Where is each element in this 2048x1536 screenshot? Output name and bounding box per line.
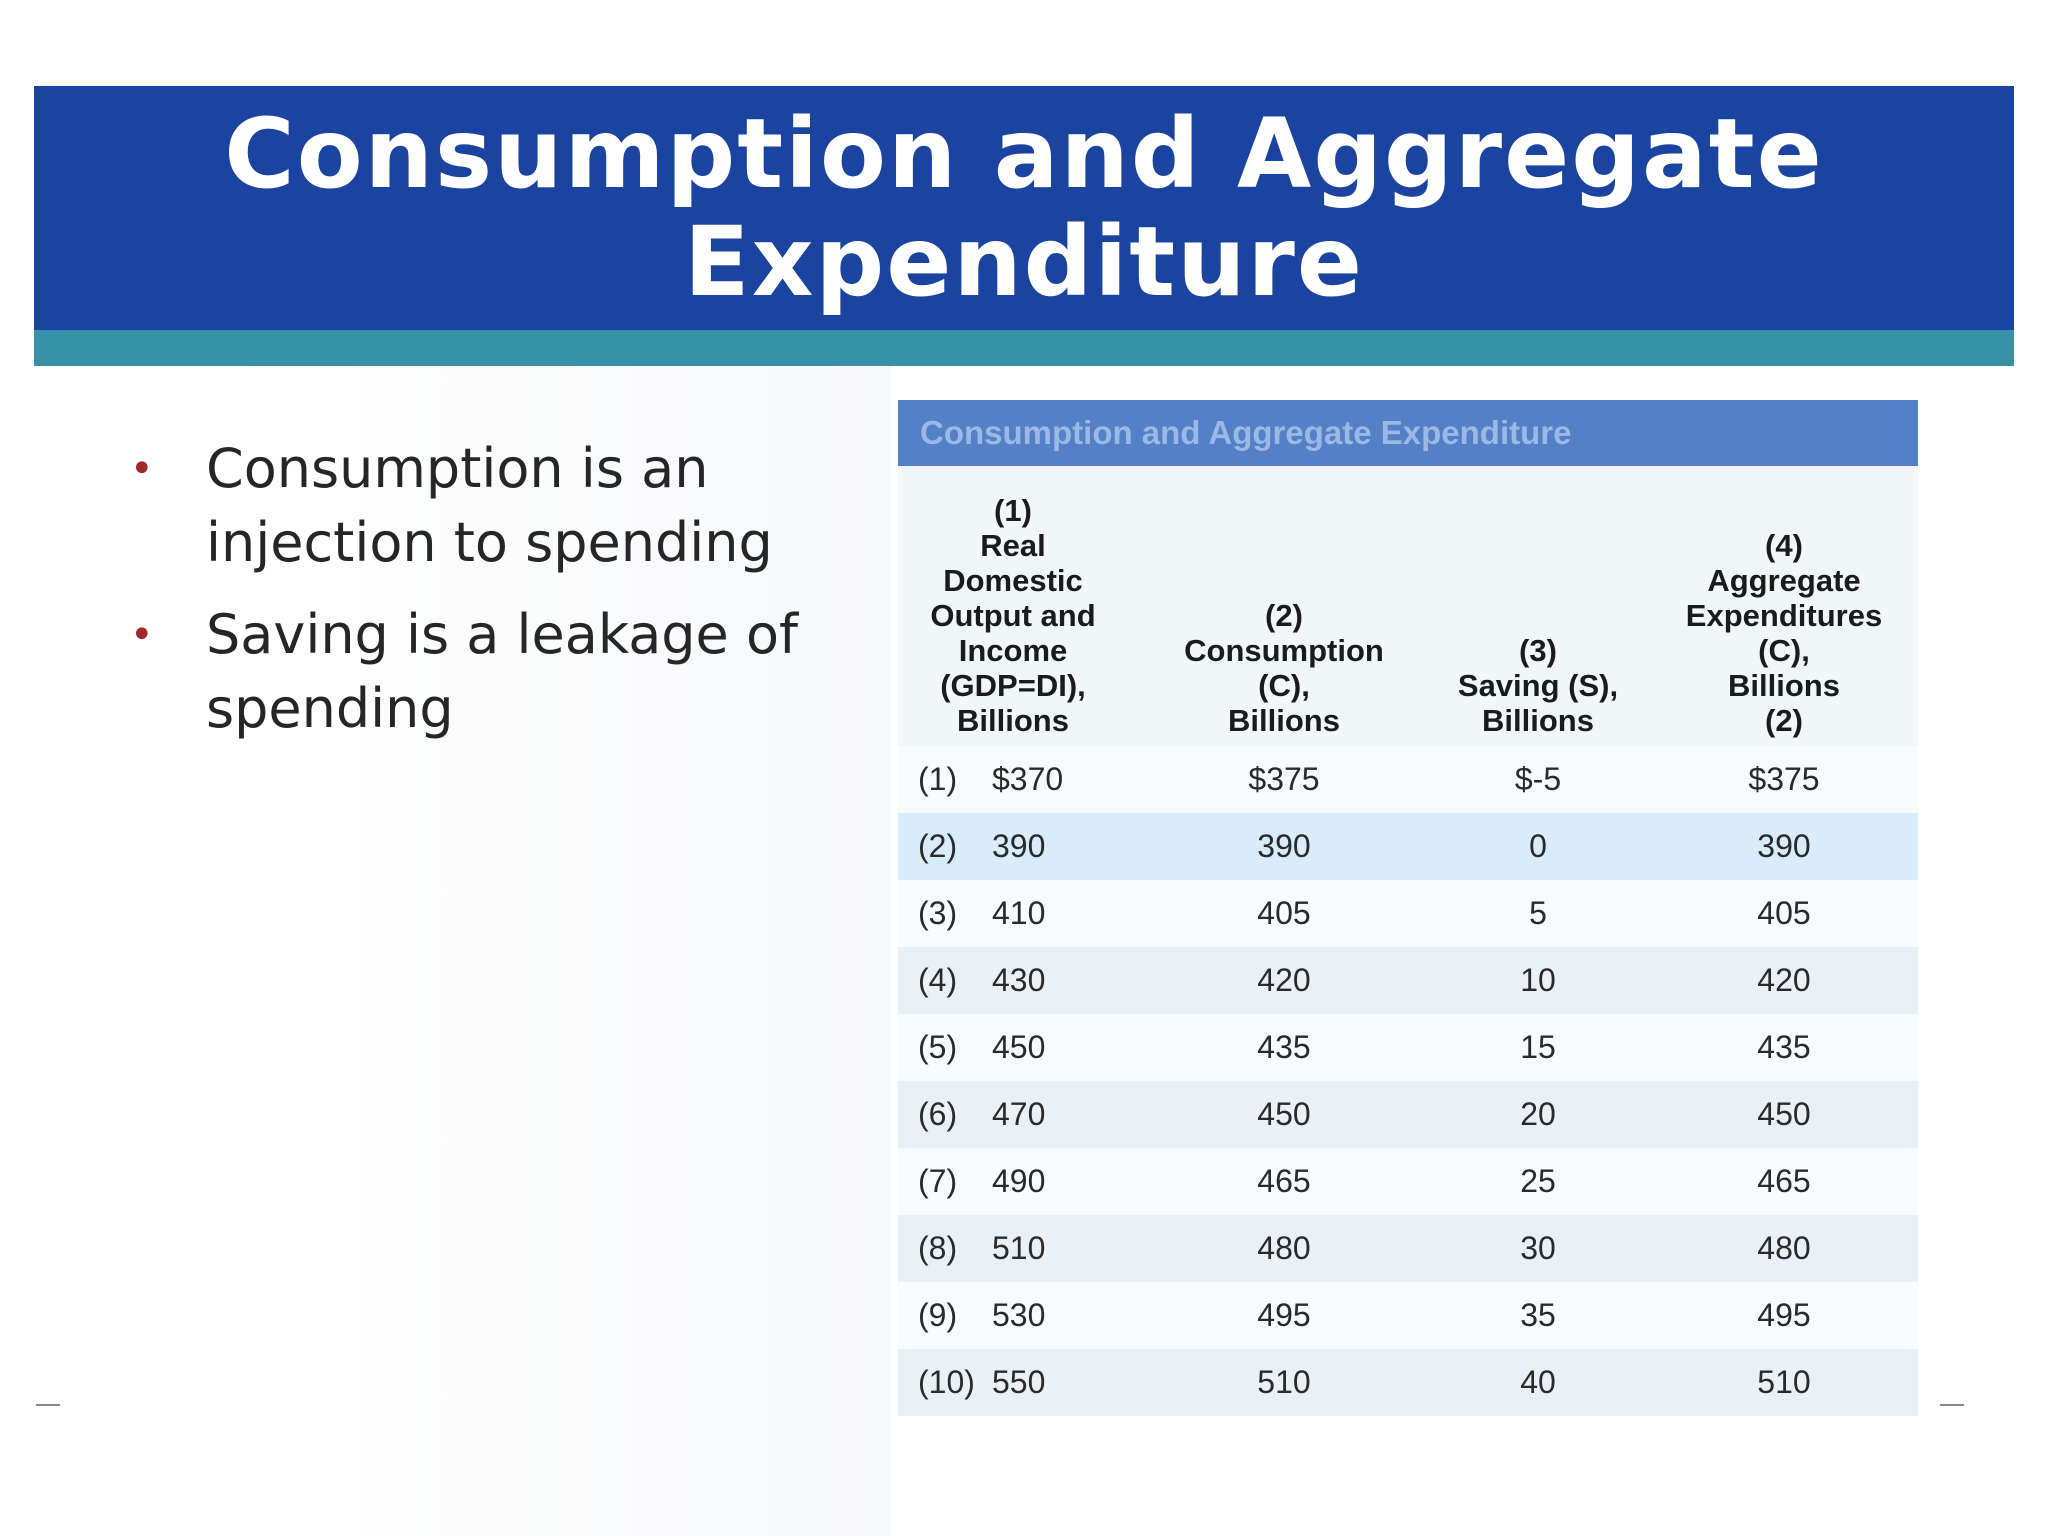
income-cell: 430 <box>992 962 1046 998</box>
row-number: (4) <box>918 962 958 998</box>
aggregate-cell: 420 <box>1757 962 1811 998</box>
bullet-list: • Consumption is an injection to spendin… <box>128 432 828 764</box>
table-row: (4) 430 420 10 420 <box>898 947 1918 1014</box>
table-row: (10) 550 510 40 510 <box>898 1349 1918 1416</box>
row-number: (6) <box>918 1096 958 1132</box>
aggregate-cell: 480 <box>1757 1230 1811 1266</box>
slide-background <box>210 365 890 1536</box>
consumption-cell: 435 <box>1257 1029 1311 1065</box>
bullet-text: Consumption is an injection to spending <box>206 437 773 574</box>
aggregate-cell: 435 <box>1757 1029 1811 1065</box>
saving-cell: 35 <box>1520 1297 1556 1333</box>
table-title-bar: Consumption and Aggregate Expenditure <box>898 400 1918 466</box>
income-cell: 550 <box>992 1364 1046 1400</box>
saving-cell: 0 <box>1529 828 1547 864</box>
bullet-text: Saving is a leakage of spending <box>206 603 798 740</box>
income-cell: 490 <box>992 1163 1046 1199</box>
column-header-income: (1) Real Domestic Output and Income (GDP… <box>930 493 1096 738</box>
table-title: Consumption and Aggregate Expenditure <box>920 414 1572 451</box>
bullet-item: • Consumption is an injection to spendin… <box>128 432 828 580</box>
consumption-cell: 480 <box>1257 1230 1311 1266</box>
row-number: (2) <box>918 828 958 864</box>
column-header-saving: (3) Saving (S), Billions <box>1457 633 1619 738</box>
row-number: (8) <box>918 1230 958 1266</box>
consumption-cell: $375 <box>1248 761 1320 797</box>
slide-title-line-2: Expenditure <box>684 206 1364 318</box>
aggregate-cell: 465 <box>1757 1163 1811 1199</box>
consumption-cell: 450 <box>1257 1096 1311 1132</box>
table-row: (7) 490 465 25 465 <box>898 1148 1918 1215</box>
table-row: (9) 530 495 35 495 <box>898 1282 1918 1349</box>
income-cell: 390 <box>992 828 1046 864</box>
aggregate-cell: 510 <box>1757 1364 1811 1400</box>
income-cell: 470 <box>992 1096 1046 1132</box>
table-row: (5) 450 435 15 435 <box>898 1014 1918 1081</box>
table-body: (1) $370 $375 $-5 $375 (2) 390 390 0 390 (3) 410 405… <box>898 746 1918 1416</box>
saving-cell: 40 <box>1520 1364 1556 1400</box>
saving-cell: $-5 <box>1514 761 1562 797</box>
row-number: (7) <box>918 1163 958 1199</box>
income-cell: $370 <box>992 761 1064 797</box>
saving-cell: 15 <box>1520 1029 1556 1065</box>
consumption-cell: 390 <box>1257 828 1311 864</box>
title-accent-strip <box>34 330 2014 366</box>
income-cell: 450 <box>992 1029 1046 1065</box>
saving-cell: 20 <box>1520 1096 1556 1132</box>
saving-cell: 10 <box>1520 962 1556 998</box>
income-cell: 510 <box>992 1230 1046 1266</box>
table-row: (2) 390 390 0 390 <box>898 813 1918 880</box>
aggregate-cell: 495 <box>1757 1297 1811 1333</box>
consumption-cell: 420 <box>1257 962 1311 998</box>
aggregate-cell: 450 <box>1757 1096 1811 1132</box>
aggregate-cell: $375 <box>1748 761 1820 797</box>
slide-corner-mark <box>1940 1404 1964 1406</box>
data-table: Consumption and Aggregate Expenditure (1… <box>898 400 1918 1416</box>
income-cell: 410 <box>992 895 1046 931</box>
title-banner: Consumption and Aggregate Expenditure <box>34 86 2014 330</box>
slide-title-line-1: Consumption and Aggregate <box>224 98 1824 210</box>
row-number: (10) <box>918 1364 975 1400</box>
saving-cell: 5 <box>1529 895 1547 931</box>
table-row: (3) 410 405 5 405 <box>898 880 1918 947</box>
consumption-cell: 495 <box>1257 1297 1311 1333</box>
aggregate-cell: 390 <box>1757 828 1811 864</box>
saving-cell: 25 <box>1520 1163 1556 1199</box>
table-row: (1) $370 $375 $-5 $375 <box>898 746 1918 813</box>
bullet-dot-icon: • <box>130 612 154 658</box>
table-row: (6) 470 450 20 450 <box>898 1081 1918 1148</box>
column-header-aggregate: (4) Aggregate Expenditures (C), Billions… <box>1685 528 1883 738</box>
row-number: (1) <box>918 761 958 797</box>
saving-cell: 30 <box>1520 1230 1556 1266</box>
row-number: (5) <box>918 1029 958 1065</box>
bullet-dot-icon: • <box>130 446 154 492</box>
row-number: (3) <box>918 895 958 931</box>
column-header-consumption: (2) Consumption (C), Billions <box>1184 598 1384 738</box>
consumption-cell: 510 <box>1257 1364 1311 1400</box>
slide-corner-mark <box>36 1404 60 1406</box>
row-number: (9) <box>918 1297 958 1333</box>
consumption-cell: 405 <box>1257 895 1311 931</box>
aggregate-cell: 405 <box>1757 895 1811 931</box>
table-row: (8) 510 480 30 480 <box>898 1215 1918 1282</box>
income-cell: 530 <box>992 1297 1046 1333</box>
table-header: (1) Real Domestic Output and Income (GDP… <box>898 466 1918 746</box>
bullet-item: • Saving is a leakage of spending <box>128 598 828 746</box>
consumption-cell: 465 <box>1257 1163 1311 1199</box>
